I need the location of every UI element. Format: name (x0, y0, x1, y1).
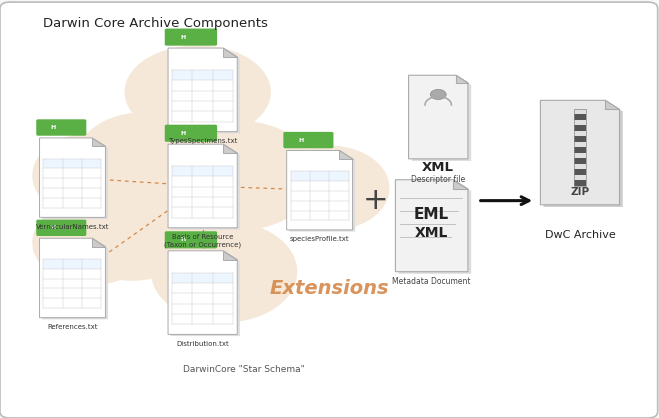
Bar (291, 171, 349, 181)
Text: H: H (51, 125, 56, 130)
Bar (573, 175, 587, 181)
Polygon shape (171, 146, 240, 229)
Bar (573, 181, 587, 186)
Polygon shape (605, 100, 619, 110)
Bar (573, 131, 587, 136)
Text: H: H (180, 131, 185, 136)
Polygon shape (456, 75, 468, 83)
Polygon shape (540, 100, 619, 205)
Polygon shape (289, 152, 355, 232)
Bar (573, 120, 587, 125)
Text: H: H (51, 225, 56, 230)
Polygon shape (223, 48, 237, 57)
Polygon shape (171, 252, 240, 336)
Text: H: H (180, 237, 185, 242)
Text: XML: XML (422, 161, 454, 174)
Bar (172, 70, 233, 80)
Bar (573, 147, 587, 153)
Ellipse shape (125, 46, 270, 138)
Bar (172, 273, 233, 283)
Polygon shape (168, 251, 237, 334)
Ellipse shape (33, 201, 152, 284)
Text: H: H (298, 138, 303, 143)
Text: VernacularNames.txt: VernacularNames.txt (36, 224, 109, 229)
Polygon shape (171, 50, 240, 133)
Ellipse shape (158, 121, 316, 230)
Bar (573, 142, 587, 148)
FancyBboxPatch shape (165, 125, 217, 142)
Text: DarwinCore "Star Schema": DarwinCore "Star Schema" (183, 365, 304, 375)
Bar (573, 109, 587, 186)
FancyBboxPatch shape (36, 219, 86, 236)
Polygon shape (168, 144, 237, 228)
Ellipse shape (66, 188, 198, 280)
Polygon shape (42, 240, 108, 319)
Polygon shape (412, 77, 471, 161)
Text: ZIP: ZIP (570, 187, 590, 197)
Bar (573, 136, 587, 142)
Text: Descriptor file: Descriptor file (411, 175, 465, 184)
FancyBboxPatch shape (283, 132, 333, 148)
Text: speciesProfile.txt: speciesProfile.txt (290, 236, 349, 242)
Text: +: + (363, 186, 388, 215)
Text: References.txt: References.txt (47, 324, 98, 330)
FancyBboxPatch shape (165, 28, 217, 46)
Text: XML: XML (415, 226, 448, 240)
Bar (573, 109, 587, 114)
FancyBboxPatch shape (165, 231, 217, 248)
Polygon shape (92, 138, 105, 146)
Polygon shape (223, 251, 237, 260)
Bar (573, 114, 587, 120)
Text: Extensions: Extensions (270, 279, 389, 298)
Ellipse shape (79, 113, 211, 196)
Polygon shape (40, 238, 105, 318)
Polygon shape (92, 238, 105, 247)
Text: EML: EML (414, 207, 449, 222)
Polygon shape (395, 180, 468, 272)
Polygon shape (40, 138, 105, 217)
Polygon shape (453, 180, 468, 189)
Text: DwC Archive: DwC Archive (544, 230, 616, 240)
Polygon shape (399, 182, 471, 274)
Polygon shape (223, 144, 237, 153)
Polygon shape (287, 150, 353, 230)
Polygon shape (544, 102, 623, 207)
Text: Distribution.txt: Distribution.txt (176, 341, 229, 347)
Bar (172, 166, 233, 176)
Bar (573, 164, 587, 169)
Text: Metadata Document: Metadata Document (392, 277, 471, 286)
Circle shape (430, 89, 446, 99)
Bar (43, 259, 101, 269)
Polygon shape (42, 140, 108, 219)
Polygon shape (339, 150, 353, 159)
Text: TypesSpecimens.txt: TypesSpecimens.txt (168, 138, 237, 144)
Bar (573, 158, 587, 164)
Polygon shape (168, 48, 237, 132)
Bar (573, 153, 587, 158)
Bar (573, 169, 587, 175)
Ellipse shape (270, 146, 389, 230)
FancyBboxPatch shape (36, 119, 86, 136)
Polygon shape (409, 75, 468, 159)
Ellipse shape (33, 134, 152, 217)
Text: H: H (180, 35, 185, 40)
Bar (43, 158, 101, 168)
Text: Basis of Resource
(Taxon or Occurrence): Basis of Resource (Taxon or Occurrence) (164, 234, 241, 248)
Text: Darwin Core Archive Components: Darwin Core Archive Components (43, 17, 268, 30)
Ellipse shape (152, 222, 297, 322)
Bar (573, 125, 587, 131)
